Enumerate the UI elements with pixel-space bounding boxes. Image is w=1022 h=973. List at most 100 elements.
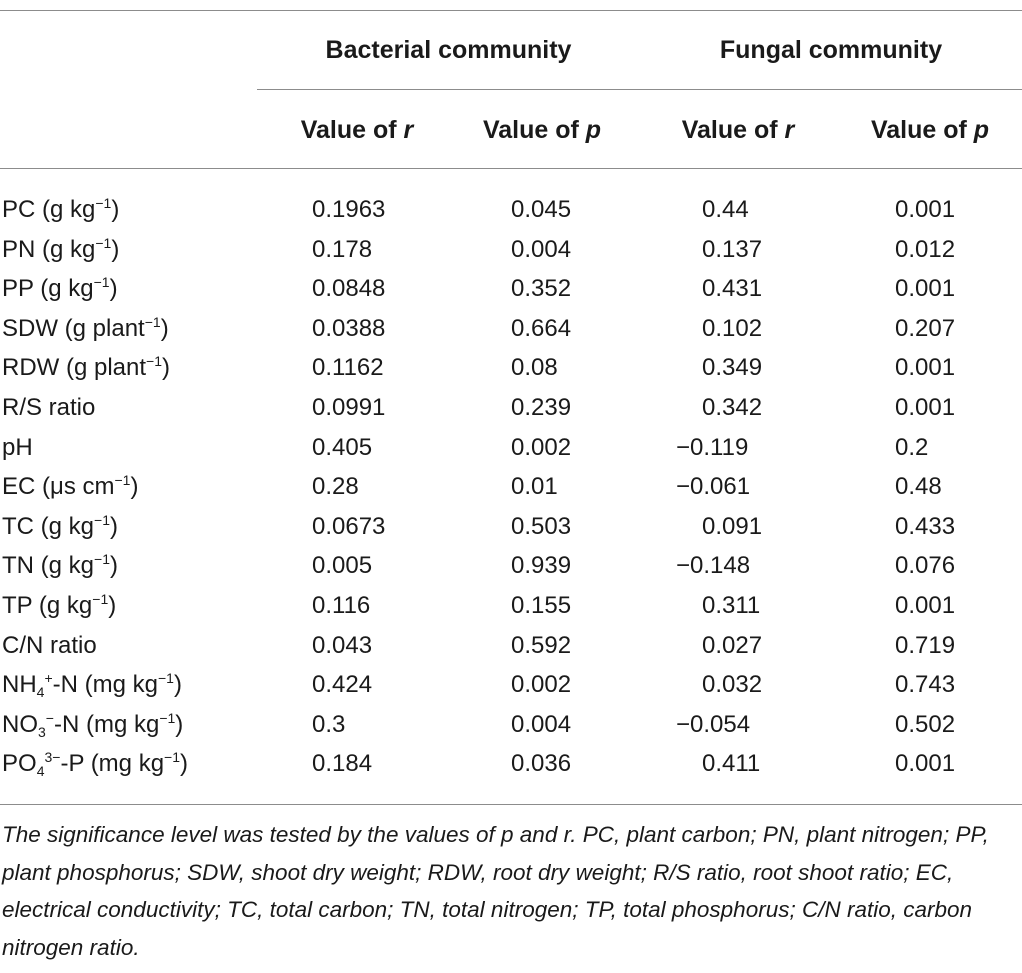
bacterial-r-value: 0.0848 [312,275,386,303]
row-label-charge: 3− [44,749,61,766]
row-label-exponent: −1 [95,234,112,251]
bacterial-r-value: 0.405 [312,433,373,461]
bacterial-p-value: 0.045 [511,196,572,223]
fungal-p-value: 0.2 [895,433,929,461]
fungal-p-value: 0.001 [895,750,956,778]
fungal-p-value: 0.743 [895,671,956,699]
row-label-exponent: −1 [92,590,109,607]
table-row: PC (g kg−1) 0.1963 0.045 0.44 0.001 [0,190,1022,230]
table-row: pH 0.405 0.002 −0.119 0.2 [0,428,1022,468]
column-header-bacterial-r: Value of r [300,116,414,144]
row-label-text: PN (g kg [2,235,96,263]
row-label: TN (g kg−1) [2,546,118,586]
row-label: SDW (g plant−1) [2,309,169,349]
bacterial-r-value: 0.0991 [312,393,386,421]
row-label: PN (g kg−1) [2,230,119,270]
table-row: TP (g kg−1) 0.116 0.155 0.311 0.001 [0,586,1022,626]
bacterial-p-value: 0.036 [511,750,572,778]
table-row: TN (g kg−1) 0.005 0.939 −0.148 0.076 [0,546,1022,586]
row-label-exponent: −1 [144,313,161,330]
fungal-r-value: 0.342 [702,393,763,421]
fungal-r-value: 0.431 [702,275,763,303]
fungal-r-value: 0.311 [702,591,761,619]
fungal-r-value: 0.091 [702,512,763,540]
row-label: C/N ratio [2,626,97,666]
row-label-subscript: 4 [36,763,45,780]
row-label-unit: -N (mg kg [53,710,160,738]
bacterial-r-value: 0.184 [312,750,373,778]
row-label-text: RDW (g plant [2,354,147,382]
bacterial-p-value: 0.002 [511,671,572,699]
bacterial-r-value: 0.424 [312,671,373,699]
bacterial-p-value: 0.239 [511,393,572,421]
table-row: NH4+-N (mg kg−1) 0.424 0.002 0.032 0.743 [0,665,1022,705]
column-header-fungal-r: Value of r [681,116,795,144]
row-label-text: R/S ratio [2,393,96,421]
row-label-text: NO [2,710,38,738]
fungal-p-value: 0.502 [895,710,956,738]
bacterial-p-value: 0.004 [511,710,572,738]
row-label-close: ) [175,710,184,738]
row-label-close: ) [162,354,171,382]
fungal-r-value: −0.061 [676,473,751,501]
row-label-text: SDW (g plant [2,314,145,342]
row-label: NH4+-N (mg kg−1) [2,665,182,705]
row-label-close: ) [130,473,139,501]
bacterial-r-value: 0.116 [312,591,371,619]
row-label-text: PO [2,750,37,778]
row-label-charge: + [44,670,53,687]
column-header-bacterial-p: Value of p [482,116,602,144]
table-bottom-rule [0,804,1022,805]
row-label-text: pH [2,433,33,461]
fungal-r-value: 0.102 [702,314,763,342]
bacterial-r-value: 0.043 [312,631,373,659]
row-label-subscript: 3 [38,723,46,740]
bacterial-p-value: 0.08 [511,354,558,382]
fungal-p-value: 0.001 [895,591,956,619]
row-label-close: ) [173,671,182,699]
row-label-subscript: 4 [36,684,45,701]
table-row: C/N ratio 0.043 0.592 0.027 0.719 [0,626,1022,666]
row-label: PC (g kg−1) [2,190,119,230]
row-label-exponent: −1 [159,709,176,726]
fungal-p-value: 0.012 [895,235,956,263]
row-label-close: ) [109,275,118,303]
bacterial-r-value: 0.178 [312,235,373,263]
fungal-r-value: 0.137 [702,235,763,263]
row-label-exponent: −1 [158,670,174,687]
row-label-charge: − [45,709,54,726]
group-header-rule [257,89,1022,90]
row-label-text: TP (g kg [2,591,93,619]
bacterial-p-value: 0.002 [511,433,572,461]
row-label: R/S ratio [2,388,95,428]
fungal-r-value: 0.032 [702,671,763,699]
row-label-exponent: −1 [114,472,131,489]
row-label-close: ) [109,552,118,580]
bacterial-r-value: 0.1162 [312,354,384,382]
row-label-text: NH [2,671,37,699]
fungal-r-value: 0.349 [702,354,763,382]
row-label: RDW (g plant−1) [2,348,170,388]
fungal-p-value: 0.719 [895,631,956,659]
row-label-exponent: −1 [93,274,110,291]
bacterial-r-value: 0.0673 [312,512,386,540]
bacterial-p-value: 0.352 [511,275,572,303]
table-footnote: The significance level was tested by the… [2,822,989,960]
row-label: TP (g kg−1) [2,586,116,626]
row-label: pH [2,428,33,468]
fungal-p-value: 0.433 [895,512,956,540]
row-label: NO3−-N (mg kg−1) [2,705,183,745]
row-label-exponent: −1 [95,195,112,211]
bacterial-p-value: 0.939 [511,552,572,580]
row-label-exponent: −1 [164,749,181,766]
table-row: R/S ratio 0.0991 0.239 0.342 0.001 [0,388,1022,428]
table-top-rule [0,10,1022,11]
table-body: PC (g kg−1) 0.1963 0.045 0.44 0.001 PN (g kg−… [0,190,1022,784]
row-label-text: C/N ratio [2,631,97,659]
group-header-bacterial: Bacterial community [325,36,572,64]
bacterial-p-value: 0.592 [511,631,572,659]
column-header-rule [0,168,1022,169]
row-label-exponent: −1 [94,511,110,528]
fungal-p-value: 0.207 [895,314,956,342]
row-label-close: ) [111,196,120,223]
